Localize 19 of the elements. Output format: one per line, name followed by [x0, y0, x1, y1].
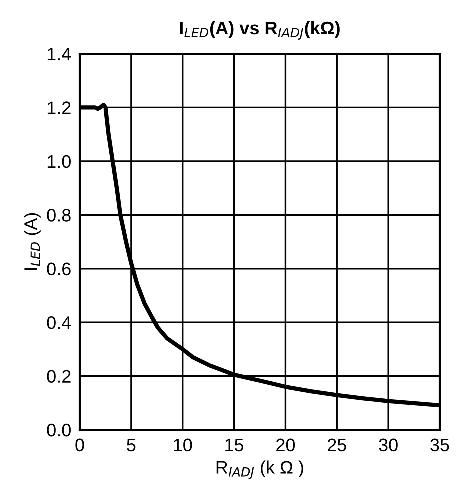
x-tick-label: 15 — [226, 438, 244, 452]
x-tick-label: 0 — [76, 438, 84, 452]
y-tick-label: 0.4 — [47, 316, 72, 330]
y-axis-title: I$_{LED}$ (A) — [24, 213, 41, 270]
x-tick-label: 10 — [174, 438, 192, 452]
y-tick-label: 0.0 — [47, 424, 71, 437]
y-tick-label: 0.2 — [47, 370, 71, 384]
x-axis-title: R$_{IADJ}$ (k Ω ) — [216, 460, 304, 480]
x-tick-label: 35 — [430, 438, 450, 452]
chart-title: I$_{LED}$(A) vs R$_{IADJ}$(kΩ) — [180, 21, 340, 40]
x-tick-label: 30 — [379, 438, 398, 452]
y-tick-label: 0.8 — [47, 209, 71, 222]
x-tick-label: 25 — [328, 438, 346, 452]
y-tick-label: 0.6 — [47, 262, 71, 276]
y-tick-label: 1.4 — [48, 48, 72, 61]
y-tick-label: 1.2 — [48, 102, 71, 114]
y-tick-label: 1.0 — [48, 155, 71, 168]
x-tick-label: 20 — [276, 438, 296, 452]
x-tick-label: 5 — [127, 438, 136, 452]
